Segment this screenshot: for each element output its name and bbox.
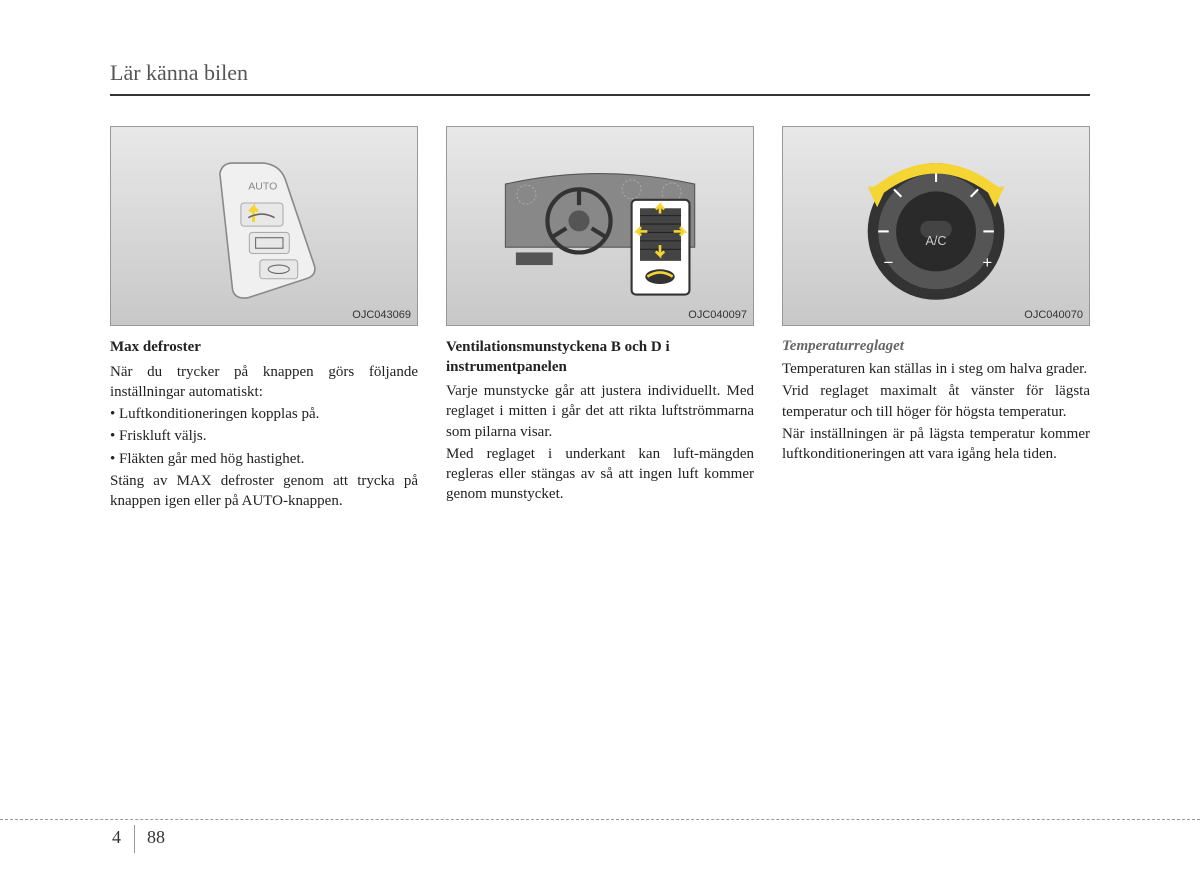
para-2-0: Varje munstycke går att justera individu…: [446, 381, 754, 442]
content-row: AUTO OJC043069 Max defroster När du tryc…: [110, 126, 1090, 513]
page-header: Lär känna bilen: [110, 60, 1090, 96]
column-2: OJC040097 Ventilationsmunstyckena B och …: [446, 126, 754, 513]
figure-dashboard: OJC040097: [446, 126, 754, 326]
figure-tempdial: A/C − + OJC040070: [782, 126, 1090, 326]
para-3-0: Temperaturen kan ställas in i steg om ha…: [782, 359, 1090, 379]
para-1-2: • Friskluft väljs.: [110, 426, 418, 446]
heading-1: Max defroster: [110, 338, 418, 358]
para-3-1: Vrid reglaget maximalt åt vänster för lä…: [782, 381, 1090, 422]
image-label-3: OJC040070: [1024, 309, 1083, 321]
page-number: 4 88: [112, 825, 165, 853]
para-1-1: • Luftkonditioneringen kopplas på.: [110, 404, 418, 424]
figure-defroster: AUTO OJC043069: [110, 126, 418, 326]
para-1-0: När du trycker på knappen görs följande …: [110, 362, 418, 403]
heading-2: Ventilationsmunstyckena B och D i instru…: [446, 338, 754, 377]
column-1: AUTO OJC043069 Max defroster När du tryc…: [110, 126, 418, 513]
heading-3: Temperaturreglaget: [782, 338, 1090, 355]
page-num: 88: [147, 827, 165, 847]
page-separator: [134, 825, 135, 853]
para-3-2: När inställningen är på lägsta temperatu…: [782, 424, 1090, 465]
header-title: Lär känna bilen: [110, 60, 1090, 86]
image-label-2: OJC040097: [688, 309, 747, 321]
para-2-1: Med reglaget i underkant kan luft-mängde…: [446, 444, 754, 505]
tempdial-svg: A/C − +: [806, 142, 1066, 310]
svg-text:+: +: [982, 253, 992, 272]
dashboard-svg: [470, 142, 730, 310]
image-label-1: OJC043069: [352, 309, 411, 321]
column-3: A/C − + OJC040070 Temperaturreglaget Tem…: [782, 126, 1090, 513]
page-footer: 4 88: [0, 819, 1200, 820]
para-1-4: Stäng av MAX defroster genom att trycka …: [110, 471, 418, 512]
para-1-3: • Fläkten går med hög hastighet.: [110, 449, 418, 469]
defroster-svg: AUTO: [134, 142, 394, 310]
chapter-number: 4: [112, 827, 121, 847]
svg-text:AUTO: AUTO: [248, 180, 277, 192]
svg-text:−: −: [883, 253, 893, 272]
svg-text:A/C: A/C: [925, 234, 946, 248]
